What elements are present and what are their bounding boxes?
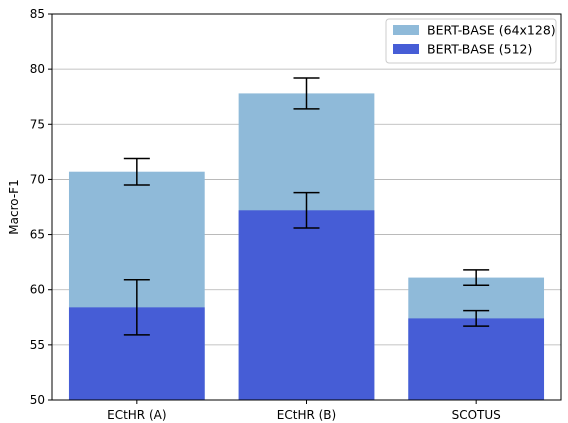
y-tick-label: 65 bbox=[30, 228, 45, 242]
legend: BERT-BASE (64x128) BERT-BASE (512) bbox=[385, 18, 557, 64]
error-bar bbox=[463, 269, 490, 287]
y-tick-label: 60 bbox=[30, 283, 45, 297]
y-tick-label: 55 bbox=[30, 338, 45, 352]
legend-label: BERT-BASE (64x128) bbox=[427, 23, 556, 38]
error-bar bbox=[463, 309, 490, 327]
y-tick-label: 75 bbox=[30, 117, 45, 131]
bar bbox=[238, 210, 375, 400]
legend-label: BERT-BASE (512) bbox=[427, 42, 532, 57]
error-bar bbox=[123, 279, 150, 336]
error-bar bbox=[123, 157, 150, 186]
x-axis-ticks: ECtHR (A) ECtHR (B) SCOTUS bbox=[107, 400, 501, 422]
x-tick-label: ECtHR (B) bbox=[277, 408, 336, 422]
error-bar bbox=[293, 77, 320, 110]
x-tick-label: ECtHR (A) bbox=[107, 408, 166, 422]
y-tick-label: 70 bbox=[30, 172, 45, 186]
bars bbox=[68, 93, 545, 401]
bar bbox=[408, 318, 545, 400]
legend-box bbox=[385, 18, 557, 64]
y-tick-label: 85 bbox=[30, 7, 45, 21]
error-bars bbox=[123, 77, 490, 336]
legend-swatch bbox=[393, 25, 419, 35]
y-tick-label: 50 bbox=[30, 393, 45, 407]
y-axis-ticks: 50 55 60 65 70 75 80 85 bbox=[30, 7, 52, 407]
error-bar bbox=[293, 191, 320, 229]
y-axis-label: Macro-F1 bbox=[7, 179, 21, 234]
legend-swatch bbox=[393, 44, 419, 54]
x-tick-label: SCOTUS bbox=[452, 408, 501, 422]
y-tick-label: 80 bbox=[30, 62, 45, 76]
